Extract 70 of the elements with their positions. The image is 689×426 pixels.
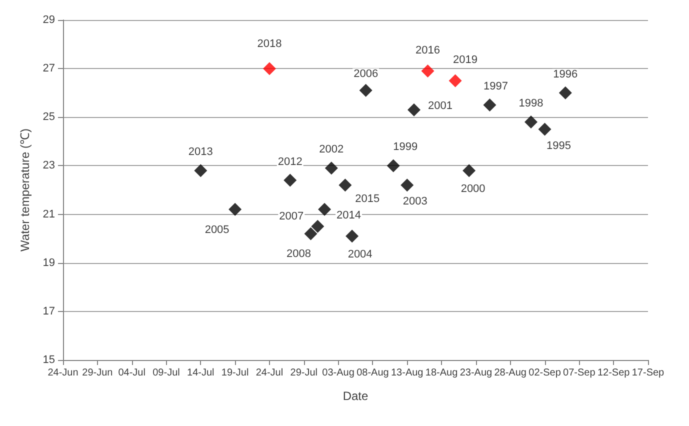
point <box>194 164 208 178</box>
x-tick-label: 07-Sep <box>563 368 596 378</box>
point <box>538 122 552 136</box>
annotation: 1995 <box>546 140 572 152</box>
point <box>304 227 318 240</box>
annotation: 2000 <box>460 183 486 196</box>
annotation: 2016 <box>416 44 440 56</box>
y-tick-label: 25 <box>42 111 55 124</box>
point <box>324 162 338 175</box>
point <box>558 86 572 100</box>
x-tick-label: 04-Jul <box>118 368 146 378</box>
x-tick-label: 17-Sep <box>632 368 665 378</box>
x-tick-label: 23-Aug <box>460 368 492 378</box>
y-tick-label: 27 <box>42 62 55 75</box>
annotation: 2005 <box>204 224 230 236</box>
y-tick-label: 15 <box>42 354 55 366</box>
x-tick-label: 19-Jul <box>221 368 249 378</box>
point <box>524 116 538 128</box>
point <box>318 202 332 216</box>
annotation: 2019 <box>453 54 478 66</box>
x-tick-label: 29-Jul <box>290 368 318 378</box>
point <box>483 98 496 112</box>
point <box>284 174 297 187</box>
annotation: 2018 <box>257 38 282 50</box>
y-tick-label: 29 <box>42 14 55 26</box>
annotation: 1998 <box>518 98 544 110</box>
point <box>346 230 359 243</box>
annotation: 2002 <box>319 144 344 156</box>
point <box>448 74 462 88</box>
x-tick-label: 14-Jul <box>187 368 214 378</box>
x-tick-label: 18-Aug <box>425 368 458 378</box>
annotation: 2015 <box>355 193 380 206</box>
annotation: 2004 <box>348 248 372 261</box>
point <box>462 164 476 178</box>
x-tick-label: 09-Jul <box>152 368 180 378</box>
y-tick-label: 23 <box>42 160 55 172</box>
point <box>421 64 434 78</box>
point <box>408 103 420 116</box>
x-tick-label: 12-Sep <box>597 368 630 378</box>
y-tick-label: 19 <box>42 256 55 269</box>
x-axis-title: Date <box>342 389 368 403</box>
y-tick-label: 17 <box>42 305 55 318</box>
point <box>400 178 414 192</box>
y-tick-label: 21 <box>42 208 55 220</box>
annotation: 2012 <box>278 156 302 168</box>
annotation: 1996 <box>553 68 578 80</box>
annotation: 2008 <box>286 248 312 260</box>
annotation: 2014 <box>336 209 362 222</box>
point <box>359 84 372 97</box>
point <box>228 202 242 216</box>
point <box>311 220 324 233</box>
x-tick-label: 29-Jun <box>82 368 113 378</box>
x-tick-label: 08-Aug <box>356 368 389 378</box>
x-tick-label: 24-Jul <box>256 368 284 378</box>
x-tick-label: 24-Jun <box>48 368 78 378</box>
point <box>262 62 276 76</box>
annotation: 2007 <box>279 210 304 222</box>
y-axis-title: Water temperature (℃) <box>18 128 32 252</box>
point <box>386 159 400 172</box>
x-tick-label: 13-Aug <box>390 368 424 378</box>
annotation: 2003 <box>402 196 428 208</box>
point <box>338 178 352 192</box>
x-tick-label: 03-Aug <box>322 368 354 378</box>
annotation: 2013 <box>188 146 213 158</box>
annotation: 1997 <box>483 80 508 92</box>
annotation: 2001 <box>428 100 452 112</box>
annotation: 1999 <box>393 141 418 154</box>
annotation: 2006 <box>354 68 378 80</box>
x-tick-label: 02-Sep <box>528 368 562 378</box>
x-tick-label: 28-Aug <box>494 368 526 378</box>
